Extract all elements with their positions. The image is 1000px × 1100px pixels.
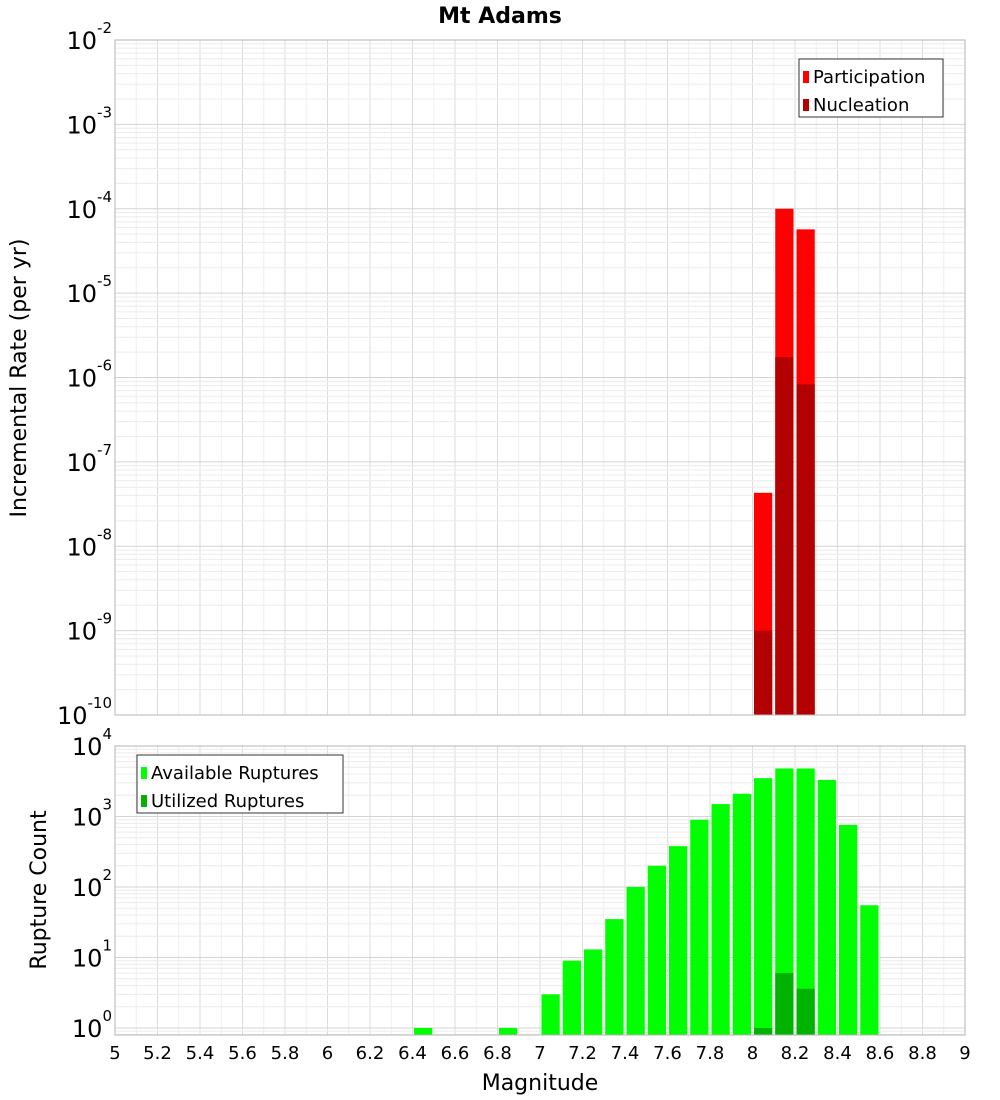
y-tick-label: 10-7 xyxy=(66,441,112,477)
plot-border xyxy=(114,39,966,716)
bar-primary xyxy=(796,768,815,1035)
bar-primary xyxy=(669,846,688,1035)
legend-box xyxy=(798,58,944,118)
bar-primary xyxy=(690,819,709,1035)
x-axis-label: Magnitude xyxy=(482,1071,599,1096)
plot-border xyxy=(114,745,966,1036)
legend-box xyxy=(136,754,344,814)
bar-primary xyxy=(711,804,730,1035)
y-axis-label-rate: Incremental Rate (per yr) xyxy=(7,239,32,518)
bar-primary xyxy=(732,793,751,1035)
x-tick-label: 8.4 xyxy=(823,1043,852,1064)
y-tick-labels: 10-10 10-9 10-8 10-7 10-6 10-5 10-4 10-3 10-2 xyxy=(57,19,112,730)
y-tick-label: 10-6 xyxy=(66,357,112,393)
y-tick-label: 103 xyxy=(72,795,112,831)
x-tick-label: 7.4 xyxy=(611,1043,640,1064)
bar-primary xyxy=(860,905,879,1035)
x-tick-label: 7.2 xyxy=(568,1043,597,1064)
bar-primary xyxy=(584,949,603,1035)
bar-primary xyxy=(562,960,581,1035)
bars xyxy=(414,768,879,1035)
y-tick-label: 10-3 xyxy=(66,103,112,139)
x-tick-label: 9 xyxy=(959,1043,970,1064)
x-tick-label: 8.6 xyxy=(866,1043,895,1064)
x-tick-label: 6.4 xyxy=(398,1043,427,1064)
y-tick-labels: 100 101 102 103 104 xyxy=(72,725,112,1043)
x-tick-label: 6.6 xyxy=(441,1043,470,1064)
bar-secondary xyxy=(775,973,794,1035)
bar-secondary xyxy=(796,384,815,715)
bar-primary xyxy=(605,919,624,1035)
x-tick-label: 6 xyxy=(322,1043,333,1064)
legend-label: Utilized Ruptures xyxy=(151,791,304,812)
x-tick-label: 6.8 xyxy=(483,1043,512,1064)
bar-secondary xyxy=(775,356,794,715)
legend-label: Participation xyxy=(813,67,925,88)
bar-primary xyxy=(499,1027,518,1035)
legend: Available Ruptures Utilized Ruptures xyxy=(136,754,344,814)
y-axis-label-count: Rupture Count xyxy=(27,810,52,970)
rate-panel: 10-10 10-9 10-8 10-7 10-6 10-5 10-4 10-3 10-2 Par… xyxy=(57,19,966,730)
y-tick-label: 102 xyxy=(72,866,112,902)
y-tick-label: 10-5 xyxy=(66,272,112,308)
bar-secondary xyxy=(754,630,773,715)
x-tick-label: 5.2 xyxy=(143,1043,172,1064)
x-tick-label: 8.2 xyxy=(781,1043,810,1064)
y-tick-label: 10-2 xyxy=(66,19,112,55)
x-tick-label: 8 xyxy=(747,1043,758,1064)
y-tick-label: 10-4 xyxy=(66,188,112,224)
x-tick-label: 5.6 xyxy=(228,1043,257,1064)
x-tick-label: 5.4 xyxy=(186,1043,215,1064)
x-tick-label: 5.8 xyxy=(271,1043,300,1064)
bar-primary xyxy=(775,768,794,1035)
bar-primary xyxy=(817,779,836,1035)
x-tick-label: 7 xyxy=(534,1043,545,1064)
y-tick-label: 101 xyxy=(72,936,112,972)
bar-primary xyxy=(647,865,666,1035)
x-tick-label: 5 xyxy=(109,1043,120,1064)
bar-secondary xyxy=(796,988,815,1035)
x-tick-label: 6.2 xyxy=(356,1043,385,1064)
legend-label: Nucleation xyxy=(813,95,909,116)
chart-title: Mt Adams xyxy=(438,4,562,29)
x-tick-labels: 5 5.2 5.4 5.6 5.8 6 6.2 6.4 6.6 6.8 7 7.2 7.4 7.6 7.8 8… xyxy=(109,1043,970,1064)
bar-primary xyxy=(541,994,560,1035)
legend-swatch xyxy=(803,71,809,83)
bar-primary xyxy=(414,1027,433,1035)
x-tick-label: 7.8 xyxy=(696,1043,725,1064)
bars xyxy=(754,208,815,715)
y-tick-label: 10-10 xyxy=(57,694,112,730)
x-tick-label: 8.8 xyxy=(908,1043,937,1064)
grid xyxy=(114,40,966,716)
bar-primary xyxy=(626,886,645,1035)
y-tick-label: 104 xyxy=(72,725,112,761)
legend-swatch xyxy=(803,99,809,111)
legend: Participation Nucleation xyxy=(798,58,944,118)
legend-swatch xyxy=(141,767,147,779)
y-tick-label: 100 xyxy=(72,1007,112,1043)
x-tick-label: 7.6 xyxy=(653,1043,682,1064)
y-tick-label: 10-9 xyxy=(66,610,112,646)
bar-primary xyxy=(839,824,858,1035)
bar-primary xyxy=(754,778,773,1035)
legend-label: Available Ruptures xyxy=(151,763,319,784)
count-panel: 100 101 102 103 104 5 5.2 5.4 5.6 5.8 6 6.2 6.4 6.6 6.… xyxy=(72,725,971,1064)
legend-swatch xyxy=(141,795,147,807)
y-tick-label: 10-8 xyxy=(66,525,112,561)
bar-secondary xyxy=(754,1027,773,1035)
